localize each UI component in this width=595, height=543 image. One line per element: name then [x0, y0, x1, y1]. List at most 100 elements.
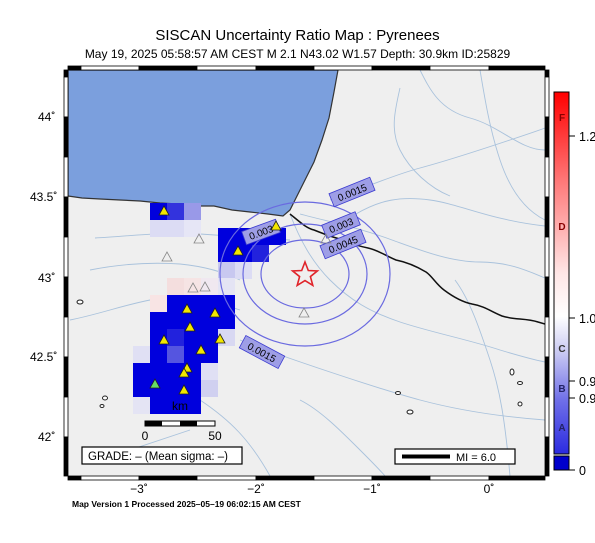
lat-label: 44˚: [38, 110, 55, 124]
lat-label: 43.5˚: [30, 190, 57, 204]
grid-cell: [184, 346, 201, 363]
frame-segment: [544, 356, 550, 398]
station-marker: [232, 245, 244, 256]
sea-area: [68, 70, 339, 217]
lon-label: −1˚: [363, 482, 381, 496]
grid-cell: [133, 346, 150, 363]
grid-cell: [167, 220, 184, 237]
station-marker: [178, 384, 190, 395]
frame-segment: [313, 65, 373, 71]
colorbar-lowest: [553, 455, 570, 471]
colorbar-gradient: [553, 91, 570, 455]
lon-label: −3˚: [130, 482, 148, 496]
lon-label: 0˚: [484, 482, 495, 496]
station-marker: [298, 307, 310, 318]
frame-segment: [63, 156, 69, 198]
frame-segment: [429, 475, 490, 481]
scale-tick-50: 50: [208, 429, 222, 443]
colorbar-letter: F: [559, 113, 565, 124]
frame-segment: [196, 475, 257, 481]
frame-segment: [313, 475, 373, 481]
frame-segment: [544, 396, 550, 438]
colorbar-value: 1.2: [579, 130, 595, 144]
grid-cell: [150, 380, 167, 397]
colorbar-letter: C: [558, 344, 565, 355]
frame-segment: [67, 65, 82, 71]
frame-segment: [63, 76, 69, 118]
frame-segment: [544, 276, 550, 318]
grid-cell: [218, 312, 235, 329]
grid-cell: [150, 363, 167, 380]
frame-segment: [371, 65, 431, 71]
station-marker: [270, 220, 282, 231]
grid-cell: [167, 397, 184, 414]
frame-segment: [63, 236, 69, 278]
grid-cell: [201, 329, 218, 346]
frame-segment: [63, 276, 69, 318]
grid-cell: [201, 295, 218, 312]
frame-segment: [138, 65, 198, 71]
grid-cell: [201, 363, 218, 380]
station-marker: [320, 233, 332, 244]
colorbar-value: 0.9: [579, 375, 595, 389]
frame-segment: [63, 69, 69, 78]
station-marker: [158, 205, 170, 216]
frame-segment: [63, 316, 69, 358]
grid-cell: [150, 346, 167, 363]
grid-cell: [133, 397, 150, 414]
frame-segment: [63, 396, 69, 438]
grid-cell: [218, 262, 235, 279]
colorbar-letter: A: [558, 423, 565, 434]
lat-label: 43˚: [38, 271, 55, 285]
station-marker: [184, 321, 196, 332]
frame-segment: [544, 316, 550, 358]
colorbar-value: 0.9: [579, 392, 595, 406]
frame-segment: [544, 196, 550, 238]
frame-segment: [63, 116, 69, 158]
colorbar-value: 1.0: [579, 312, 595, 326]
grid-cell: [184, 278, 201, 295]
frame-segment: [429, 65, 490, 71]
station-marker: [181, 303, 193, 314]
grid-cell: [184, 203, 201, 220]
lon-labels: −3˚ −2˚ −1˚ 0˚: [130, 482, 494, 496]
frame-segment: [544, 69, 550, 78]
frame-segment: [63, 196, 69, 238]
stations: [149, 205, 332, 395]
frame-segment: [67, 475, 82, 481]
grid-cell: [150, 203, 167, 220]
frame-segment: [255, 65, 315, 71]
mi-text: MI = 6.0: [456, 452, 496, 464]
grid-cell: [201, 380, 218, 397]
grid-cell: [133, 380, 150, 397]
station-marker: [195, 344, 207, 355]
colorbar-value: 0: [579, 464, 586, 478]
station-marker: [149, 378, 161, 389]
processing-footer: Map Version 1 Processed 2025–05–19 06:02…: [72, 499, 301, 509]
grid-cell: [252, 245, 269, 262]
colorbar-letter: D: [558, 222, 565, 233]
grid-cell: [167, 380, 184, 397]
grid-cell: [167, 295, 184, 312]
frame-segment: [138, 475, 198, 481]
station-marker: [161, 251, 173, 262]
lat-labels: 44˚ 43.5˚ 43˚ 42.5˚ 42˚: [30, 110, 57, 444]
map-body: 0.0015 0.003 0.0045 0.003 0.0015: [68, 70, 545, 476]
grid-cell: [150, 397, 167, 414]
lat-label: 42˚: [38, 430, 55, 444]
frame-segment: [371, 475, 431, 481]
frame-segment: [196, 65, 257, 71]
map-title: SISCAN Uncertainty Ratio Map : Pyrenees: [155, 27, 440, 44]
station-marker: [187, 282, 199, 293]
lon-label: −2˚: [247, 482, 265, 496]
colorbar-letter: B: [558, 384, 565, 395]
epicenter-star: [290, 259, 320, 288]
grid-cell: [184, 397, 201, 414]
mi-legend: MI = 6.0: [394, 448, 516, 465]
frame-segment: [63, 436, 69, 477]
frame-segment: [544, 116, 550, 158]
grid-cell: [167, 312, 184, 329]
grid-cell: [184, 329, 201, 346]
uncertainty-contours: [219, 201, 391, 347]
